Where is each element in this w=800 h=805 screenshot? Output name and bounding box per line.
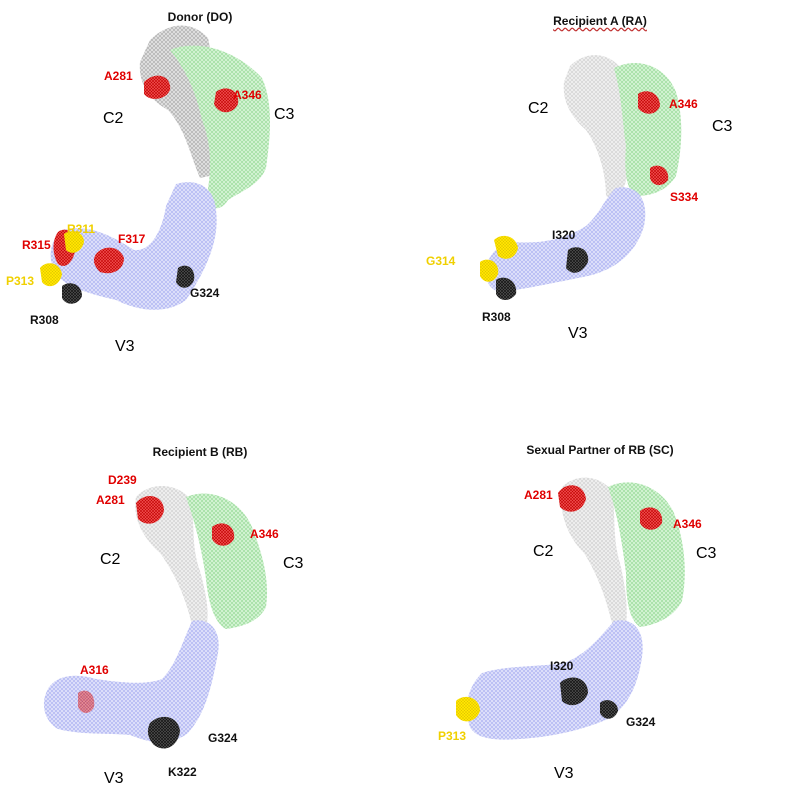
c2-region-mesh — [563, 55, 629, 200]
label-a281: A281 — [96, 493, 125, 507]
region-label-c3: C3 — [274, 106, 295, 123]
label-g324: G324 — [626, 715, 656, 729]
panel-title: Recipient A (RA) — [400, 14, 800, 28]
region-label-v3: V3 — [115, 338, 135, 355]
r308-patch — [62, 283, 82, 304]
label-g314: G314 — [426, 254, 456, 268]
g314-yellow-patch-upper — [494, 235, 518, 259]
a346-patch — [638, 91, 660, 114]
panel-recipient-b: Recipient B (RB) D239 A281 A346 C2 C3 A3… — [0, 403, 400, 805]
panel-title: Sexual Partner of RB (SC) — [526, 443, 674, 457]
label-g324: G324 — [208, 731, 238, 745]
label-a346: A346 — [669, 97, 698, 111]
label-r315: R315 — [22, 238, 51, 252]
a346-patch — [640, 507, 663, 530]
label-a316: A316 — [80, 663, 109, 677]
g314-yellow-patch-lower — [480, 259, 499, 282]
region-label-v3: V3 — [104, 770, 124, 787]
v3-region-mesh — [50, 182, 217, 310]
region-label-c2: C2 — [103, 110, 124, 127]
recipient-a-structure-surface — [480, 55, 682, 300]
label-r311: R311 — [67, 222, 96, 236]
label-p313: P313 — [438, 729, 467, 743]
label-r308: R308 — [30, 313, 59, 327]
panel-sexual-partner-rb: Sexual Partner of RB (SC) A281 A346 C2 C… — [400, 403, 800, 805]
p313-patch — [456, 696, 480, 722]
c3-region-mesh — [614, 62, 682, 196]
label-i320: I320 — [550, 659, 574, 673]
panel-title: Donor (DO) — [167, 10, 233, 24]
label-r308: R308 — [482, 310, 511, 324]
label-a281: A281 — [104, 69, 133, 83]
region-label-c2: C2 — [528, 100, 549, 117]
g324-patch — [176, 265, 195, 288]
label-s334: S334 — [670, 190, 699, 204]
v3-region-mesh — [466, 620, 643, 740]
c2-region-mesh — [561, 477, 627, 625]
panel-title-text: Recipient A (RA) — [553, 14, 647, 28]
label-f317: F317 — [118, 232, 146, 246]
region-label-c3: C3 — [712, 118, 733, 135]
label-g324: G324 — [190, 286, 220, 300]
panel-donor: Donor (DO) A281 A346 C2 C3 R311 F317 R31… — [0, 0, 400, 402]
a316-patch — [78, 690, 95, 713]
f317-patch — [93, 247, 124, 274]
label-a346: A346 — [250, 527, 279, 541]
label-d239: D239 — [108, 473, 137, 487]
region-label-c2: C2 — [100, 551, 121, 568]
region-label-v3: V3 — [554, 765, 574, 782]
c3-region-mesh — [186, 493, 268, 629]
panel-recipient-a: Recipient A (RA) A346 C2 C3 S334 I320 G3… — [400, 0, 800, 402]
v3-region-mesh — [43, 620, 219, 743]
region-label-v3: V3 — [568, 325, 588, 342]
r311-patch — [64, 231, 84, 253]
i320-patch — [566, 247, 589, 273]
s334-patch — [650, 165, 669, 186]
label-p313: P313 — [6, 274, 35, 288]
k322-patch — [147, 716, 180, 749]
a281-patch — [144, 75, 171, 99]
panel-title: Recipient B (RB) — [152, 445, 248, 459]
r308-patch — [496, 277, 517, 300]
region-label-c2: C2 — [533, 543, 554, 560]
donor-structure-surface — [40, 25, 270, 310]
c3-region-mesh — [608, 482, 685, 627]
recipient-b-structure-surface — [43, 485, 268, 749]
a346-patch — [214, 88, 239, 113]
region-label-c3: C3 — [283, 555, 304, 572]
a281-patch — [136, 496, 164, 524]
i320-patch — [560, 677, 588, 706]
p313-patch — [40, 263, 62, 287]
label-a346: A346 — [233, 88, 262, 102]
region-label-c3: C3 — [696, 545, 717, 562]
label-a346: A346 — [673, 517, 702, 531]
label-k322: K322 — [168, 765, 197, 779]
label-a281: A281 — [524, 488, 553, 502]
g324-patch — [600, 700, 618, 719]
v3-region-mesh — [485, 187, 646, 293]
label-i320: I320 — [552, 228, 576, 242]
sexual-partner-structure-surface — [456, 477, 685, 740]
a346-patch — [212, 523, 235, 546]
c3-region-mesh — [170, 45, 270, 209]
a281-patch — [558, 485, 586, 512]
